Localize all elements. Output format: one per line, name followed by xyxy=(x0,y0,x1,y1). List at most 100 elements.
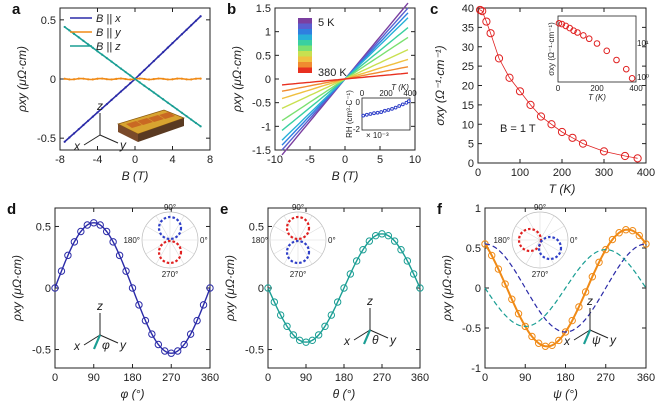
z-label: z xyxy=(96,299,103,313)
inset-y-tick: 10⁰ xyxy=(637,73,649,82)
data-point xyxy=(206,284,214,292)
x-tick-label: 100 xyxy=(511,167,529,179)
x-label: x xyxy=(73,139,81,153)
data-point xyxy=(308,336,317,345)
component-x xyxy=(484,243,647,333)
x-tick-label: 90 xyxy=(519,372,531,384)
data-point xyxy=(588,273,597,281)
data-point xyxy=(72,132,76,135)
legend-entry: B || y xyxy=(96,27,122,39)
inset-point xyxy=(574,29,581,36)
polar-label-270: 270° xyxy=(532,270,549,279)
data-point xyxy=(119,67,123,70)
polar-label-0: 0° xyxy=(200,236,208,245)
data-point xyxy=(340,284,348,292)
data-point xyxy=(166,46,169,49)
inset-x-tick: 400 xyxy=(403,89,417,98)
data-point xyxy=(199,77,202,80)
y-axis-label: ρxy (μΩ·cm) xyxy=(10,255,24,322)
data-point xyxy=(176,108,179,111)
y-tick-label: 40 xyxy=(462,3,474,15)
data-point xyxy=(141,316,150,325)
y-tick-label: 1 xyxy=(475,203,481,215)
field-note: B = 1 T xyxy=(500,123,536,135)
polar-label-90: 90° xyxy=(534,203,546,212)
data-point xyxy=(528,332,536,341)
data-point xyxy=(152,59,155,63)
data-point xyxy=(129,78,132,81)
x-tick-label: -5 xyxy=(305,154,315,166)
data-point xyxy=(154,340,163,349)
polar-lobe xyxy=(157,215,183,241)
data-point xyxy=(476,5,485,15)
fit-curve xyxy=(267,233,421,343)
y-tick-label: -0.5 xyxy=(462,323,481,335)
data-point xyxy=(365,237,374,245)
inset-point xyxy=(390,106,394,111)
data-point xyxy=(289,331,298,339)
data-point xyxy=(82,39,85,42)
colorbar-segment xyxy=(298,45,312,51)
crystal-side xyxy=(118,124,138,142)
data-point xyxy=(581,288,590,296)
data-point xyxy=(488,251,496,260)
x-axis-arrow xyxy=(83,134,101,146)
inset-point xyxy=(400,102,405,107)
polar-label-90: 90° xyxy=(292,203,304,212)
y-tick-label: 0.5 xyxy=(41,15,56,27)
data-point xyxy=(352,257,361,265)
data-point xyxy=(194,77,198,80)
x-tick-label: 5 xyxy=(377,154,383,166)
y-tick-label: 0 xyxy=(45,283,51,295)
x-tick-label: 270 xyxy=(597,372,615,384)
inset-x-tick: 400 xyxy=(629,84,643,93)
x-tick-label: 270 xyxy=(373,372,391,384)
z-label: z xyxy=(586,294,593,308)
inset-x-label: T (K) xyxy=(588,93,606,102)
y-tick-label: 0 xyxy=(468,158,474,170)
x-tick-label: 0 xyxy=(482,372,488,384)
data-point xyxy=(508,295,516,303)
data-point xyxy=(105,78,108,81)
polar-label-0: 0° xyxy=(328,236,336,245)
x-tick-label: -10 xyxy=(267,154,283,166)
y-tick-label: 0.5 xyxy=(36,221,51,233)
component-z xyxy=(484,249,647,327)
x-tick-label: -4 xyxy=(93,154,103,166)
x-tick-label: 400 xyxy=(637,167,655,179)
data-point xyxy=(536,112,546,121)
panel-b: -10 -5 0 5 10 -1.5 -1 -0.5 0 0.5 1 1.5 B (T) ρxy (μΩ·… xyxy=(227,1,421,183)
inset-x-label: T (K) xyxy=(391,83,409,92)
data-point xyxy=(190,118,193,121)
data-point xyxy=(599,147,609,156)
data-point xyxy=(90,219,98,227)
electrode xyxy=(159,112,175,119)
y-tick-label: 0 xyxy=(258,283,264,295)
crystal-front xyxy=(138,118,184,142)
inset-x-tick: 0 xyxy=(360,89,365,98)
panel-c: 0 100 200 300 400 0 5 10 15 20 25 30 35 40 T (K) σxy (Ω… xyxy=(430,1,655,196)
data-point xyxy=(68,29,71,32)
temp-high-label: 5 K xyxy=(318,17,335,29)
x-axis-label: ψ (°) xyxy=(553,387,578,401)
y-axis-label: ρxy (μΩ·cm) xyxy=(440,255,454,322)
data-point xyxy=(83,221,91,229)
inset-y-tick: 10¹ xyxy=(637,39,649,48)
x-tick-label: 90 xyxy=(88,372,100,384)
inset-multiplier: × 10⁻³ xyxy=(366,131,389,140)
inset-point xyxy=(628,75,636,82)
legend-entry: B || z xyxy=(96,41,121,53)
data-point xyxy=(501,280,509,288)
inset-point xyxy=(368,112,373,116)
data-point xyxy=(96,50,99,53)
data-point xyxy=(557,127,567,137)
data-point xyxy=(359,246,367,254)
data-point xyxy=(608,235,617,244)
data-point xyxy=(157,94,160,98)
data-point xyxy=(63,77,66,80)
inset-point xyxy=(558,20,566,28)
inset-point xyxy=(379,110,384,114)
data-point xyxy=(176,37,179,40)
data-point xyxy=(390,237,399,245)
data-point xyxy=(194,19,198,22)
